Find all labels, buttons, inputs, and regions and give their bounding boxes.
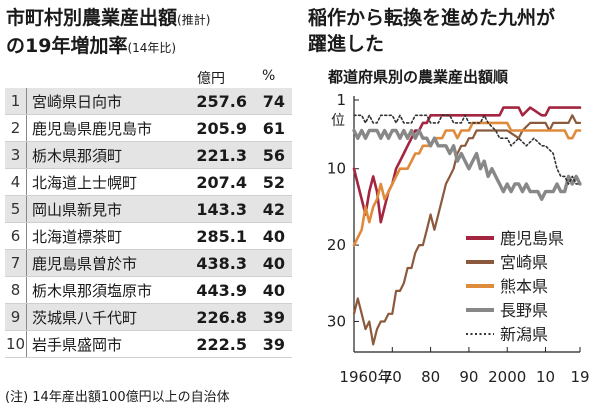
row-municipality: 岡山県新見市 [32, 201, 123, 219]
row-increase-rate: 39 [262, 335, 285, 354]
row-divider [5, 303, 292, 304]
row-rank: 4 [5, 169, 27, 196]
row-increase-rate: 74 [262, 92, 285, 111]
row-rank: 9 [5, 304, 27, 331]
legend-label-3: 長野県 [500, 301, 548, 320]
ranking-title-line1: 市町村別農業産出額 [6, 7, 178, 29]
column-header-yen: 億円 [197, 71, 225, 87]
row-divider [5, 222, 292, 223]
row-divider [5, 249, 292, 250]
chart-subtitle: 都道府県別の農業産出額順 [328, 68, 509, 86]
row-rank: 8 [5, 277, 27, 304]
table-row: 8 栃木県那須塩原市 443.9 40 [5, 277, 292, 304]
row-increase-rate: 61 [262, 119, 285, 138]
row-divider [5, 141, 292, 142]
row-rank: 2 [5, 115, 27, 142]
row-rank: 10 [5, 331, 27, 358]
x-tick-label: 70 [383, 368, 402, 386]
row-output-value: 143.3 [196, 200, 247, 219]
x-tick-label: 10 [536, 368, 555, 386]
y-tick-label: 20 [327, 236, 346, 254]
ranking-panel: 市町村別農業産出額(推計) の19年増加率(14年比) 億円 % 1 宮崎県日向市… [0, 0, 296, 416]
legend-label-4: 新潟県 [500, 325, 548, 344]
series-line-0 [352, 106, 582, 224]
chart-headline-line1: 稲作から転換を進めた九州が [308, 7, 556, 29]
series-line-4 [353, 114, 581, 185]
table-row: 1 宮崎県日向市 257.6 74 [5, 88, 292, 115]
row-divider [5, 168, 292, 169]
row-municipality: 栃木県那須塩原市 [32, 282, 153, 300]
table-row: 4 北海道上士幌町 207.4 52 [5, 169, 292, 196]
row-rank: 3 [5, 142, 27, 169]
table-row: 6 北海道標茶町 285.1 40 [5, 223, 292, 250]
row-increase-rate: 40 [262, 254, 285, 273]
y-tick-label: 1 [336, 91, 346, 109]
chart-headline-line2: 躍進した [308, 33, 385, 55]
table-footnote: (注) 14年産出額100億円以上の自治体 [5, 390, 230, 405]
x-tick-label: 80 [421, 368, 440, 386]
row-divider [5, 276, 292, 277]
row-rank: 7 [5, 250, 27, 277]
row-output-value: 443.9 [196, 281, 247, 300]
row-divider [5, 330, 292, 331]
row-divider [5, 195, 292, 196]
row-output-value: 207.4 [196, 173, 247, 192]
ranking-table: 1 宮崎県日向市 257.6 74 2 鹿児島県鹿児島市 205.9 61 3 栃木県那須町 221… [5, 88, 292, 358]
column-header-pct: % [262, 68, 276, 84]
ranking-title-line2-small: (14年比) [127, 41, 177, 55]
row-municipality: 北海道標茶町 [32, 228, 123, 246]
row-rank: 5 [5, 196, 27, 223]
row-output-value: 222.5 [196, 335, 247, 354]
row-municipality: 北海道上士幌町 [32, 174, 138, 192]
x-tick-label: 2000 [488, 368, 526, 386]
y-tick-label: 30 [327, 312, 346, 330]
row-increase-rate: 39 [262, 308, 285, 327]
table-row: 9 茨城県八千代町 226.8 39 [5, 304, 292, 331]
legend-label-0: 鹿児島県 [500, 229, 564, 248]
table-row: 3 栃木県那須町 221.3 56 [5, 142, 292, 169]
row-increase-rate: 42 [262, 200, 285, 219]
row-municipality: 鹿児島県鹿児島市 [32, 120, 153, 138]
y-tick-label: 10 [327, 160, 346, 178]
row-divider [5, 114, 292, 115]
row-output-value: 205.9 [196, 119, 247, 138]
row-municipality: 鹿児島県曽於市 [32, 255, 138, 273]
table-row: 5 岡山県新見市 143.3 42 [5, 196, 292, 223]
row-increase-rate: 56 [262, 146, 285, 165]
row-output-value: 438.3 [196, 254, 247, 273]
series-line-3 [352, 128, 582, 201]
row-municipality: 茨城県八千代町 [32, 309, 138, 327]
y-unit-label: 位 [331, 113, 345, 129]
ranking-title-line1-small: (推計) [177, 13, 211, 27]
row-increase-rate: 40 [262, 227, 285, 246]
row-output-value: 285.1 [196, 227, 247, 246]
row-municipality: 岩手県盛岡市 [32, 336, 123, 354]
row-increase-rate: 40 [262, 281, 285, 300]
table-row: 10 岩手県盛岡市 222.5 39 [5, 331, 292, 358]
row-output-value: 226.8 [196, 308, 247, 327]
row-divider [5, 357, 292, 358]
row-municipality: 栃木県那須町 [32, 147, 123, 165]
series-line-1 [352, 114, 582, 346]
chart-headline: 稲作から転換を進めた九州が 躍進した [308, 5, 600, 57]
ranking-title: 市町村別農業産出額(推計) の19年増加率(14年比) [6, 5, 296, 61]
legend-label-2: 熊本県 [500, 277, 548, 296]
table-row: 2 鹿児島県鹿児島市 205.9 61 [5, 115, 292, 142]
row-rank: 1 [5, 88, 27, 115]
row-output-value: 257.6 [196, 92, 247, 111]
table-row: 7 鹿児島県曽於市 438.3 40 [5, 250, 292, 277]
legend-label-1: 宮崎県 [500, 253, 548, 272]
x-tick-label: 90 [459, 368, 478, 386]
row-municipality: 宮崎県日向市 [32, 93, 123, 111]
row-increase-rate: 52 [262, 173, 285, 192]
row-output-value: 221.3 [196, 146, 247, 165]
chart-panel: 稲作から転換を進めた九州が 躍進した 都道府県別の農業産出額順 1 10 20 30 位… [298, 0, 600, 416]
ranking-title-line2: の19年増加率 [6, 35, 128, 57]
row-rank: 6 [5, 223, 27, 250]
x-tick-label: 1960年 [339, 368, 392, 386]
x-tick-label: 19 [570, 368, 589, 386]
